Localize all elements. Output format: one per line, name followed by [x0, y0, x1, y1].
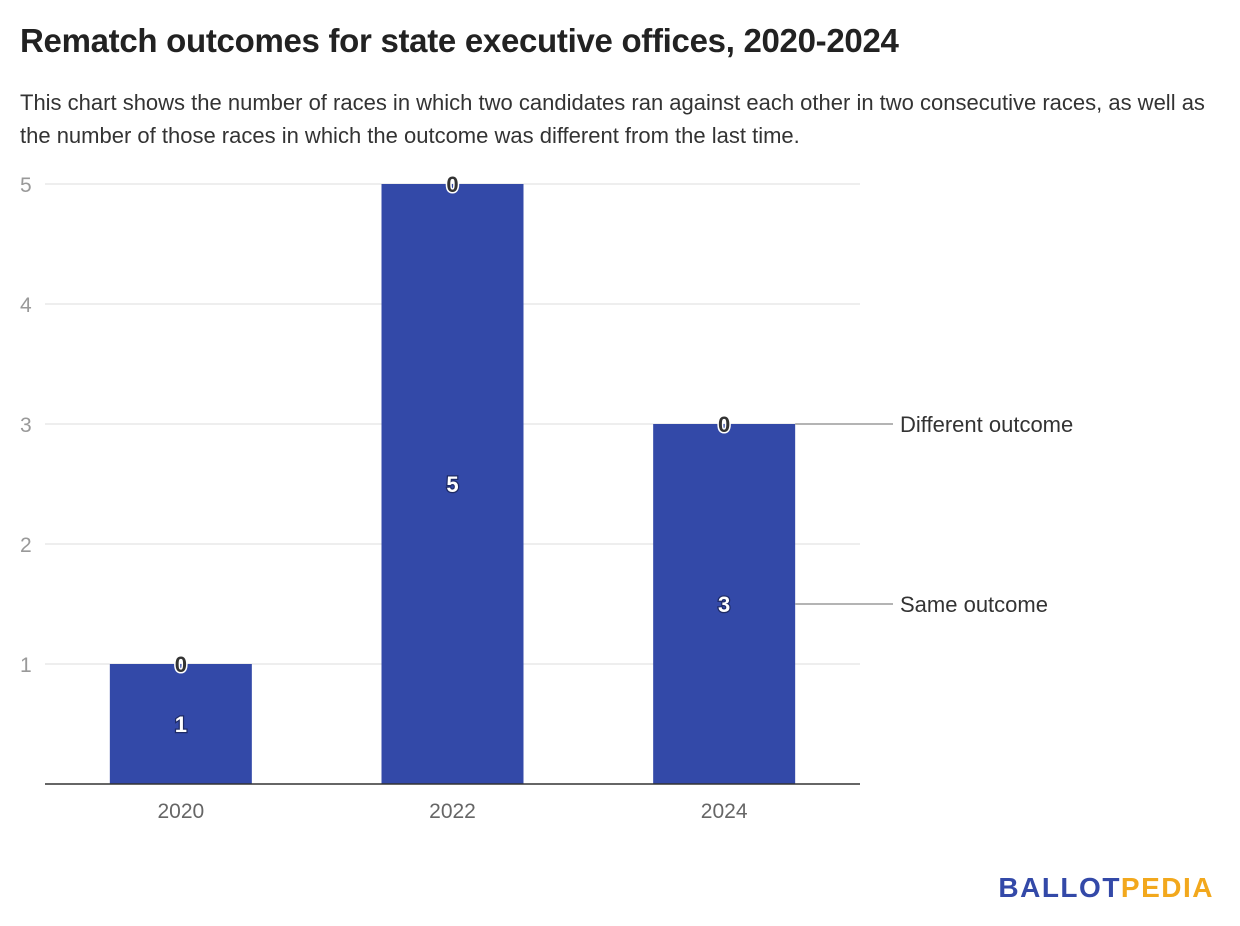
x-tick-label: 2022: [429, 800, 476, 823]
legend-same-outcome: Same outcome: [900, 592, 1048, 617]
brand-part-1: BALLOT: [998, 872, 1121, 903]
y-tick-label: 2: [20, 534, 32, 557]
bar-same-outcome: [109, 664, 252, 784]
y-tick-label: 4: [20, 294, 32, 317]
y-tick-label: 1: [20, 654, 32, 677]
data-label-different: 0: [175, 652, 187, 677]
x-tick-label: 2020: [157, 800, 204, 823]
bar-same-outcome: [381, 184, 524, 784]
chart-title: Rematch outcomes for state executive off…: [20, 22, 899, 59]
x-tick-label: 2024: [701, 800, 748, 823]
data-label-same: 3: [718, 592, 730, 617]
data-label-different: 0: [446, 172, 458, 197]
bar-same-outcome: [653, 424, 796, 784]
data-label-same: 5: [446, 472, 458, 497]
ballotpedia-logo: BALLOTPEDIA: [998, 872, 1214, 904]
data-label-different: 0: [718, 412, 730, 437]
y-tick-label: 5: [20, 174, 32, 197]
chart-subtitle: This chart shows the number of races in …: [20, 90, 1205, 148]
y-tick-label: 3: [20, 414, 32, 437]
legend-different-outcome: Different outcome: [900, 412, 1073, 437]
brand-part-2: PEDIA: [1120, 872, 1214, 903]
data-label-same: 1: [175, 712, 187, 737]
